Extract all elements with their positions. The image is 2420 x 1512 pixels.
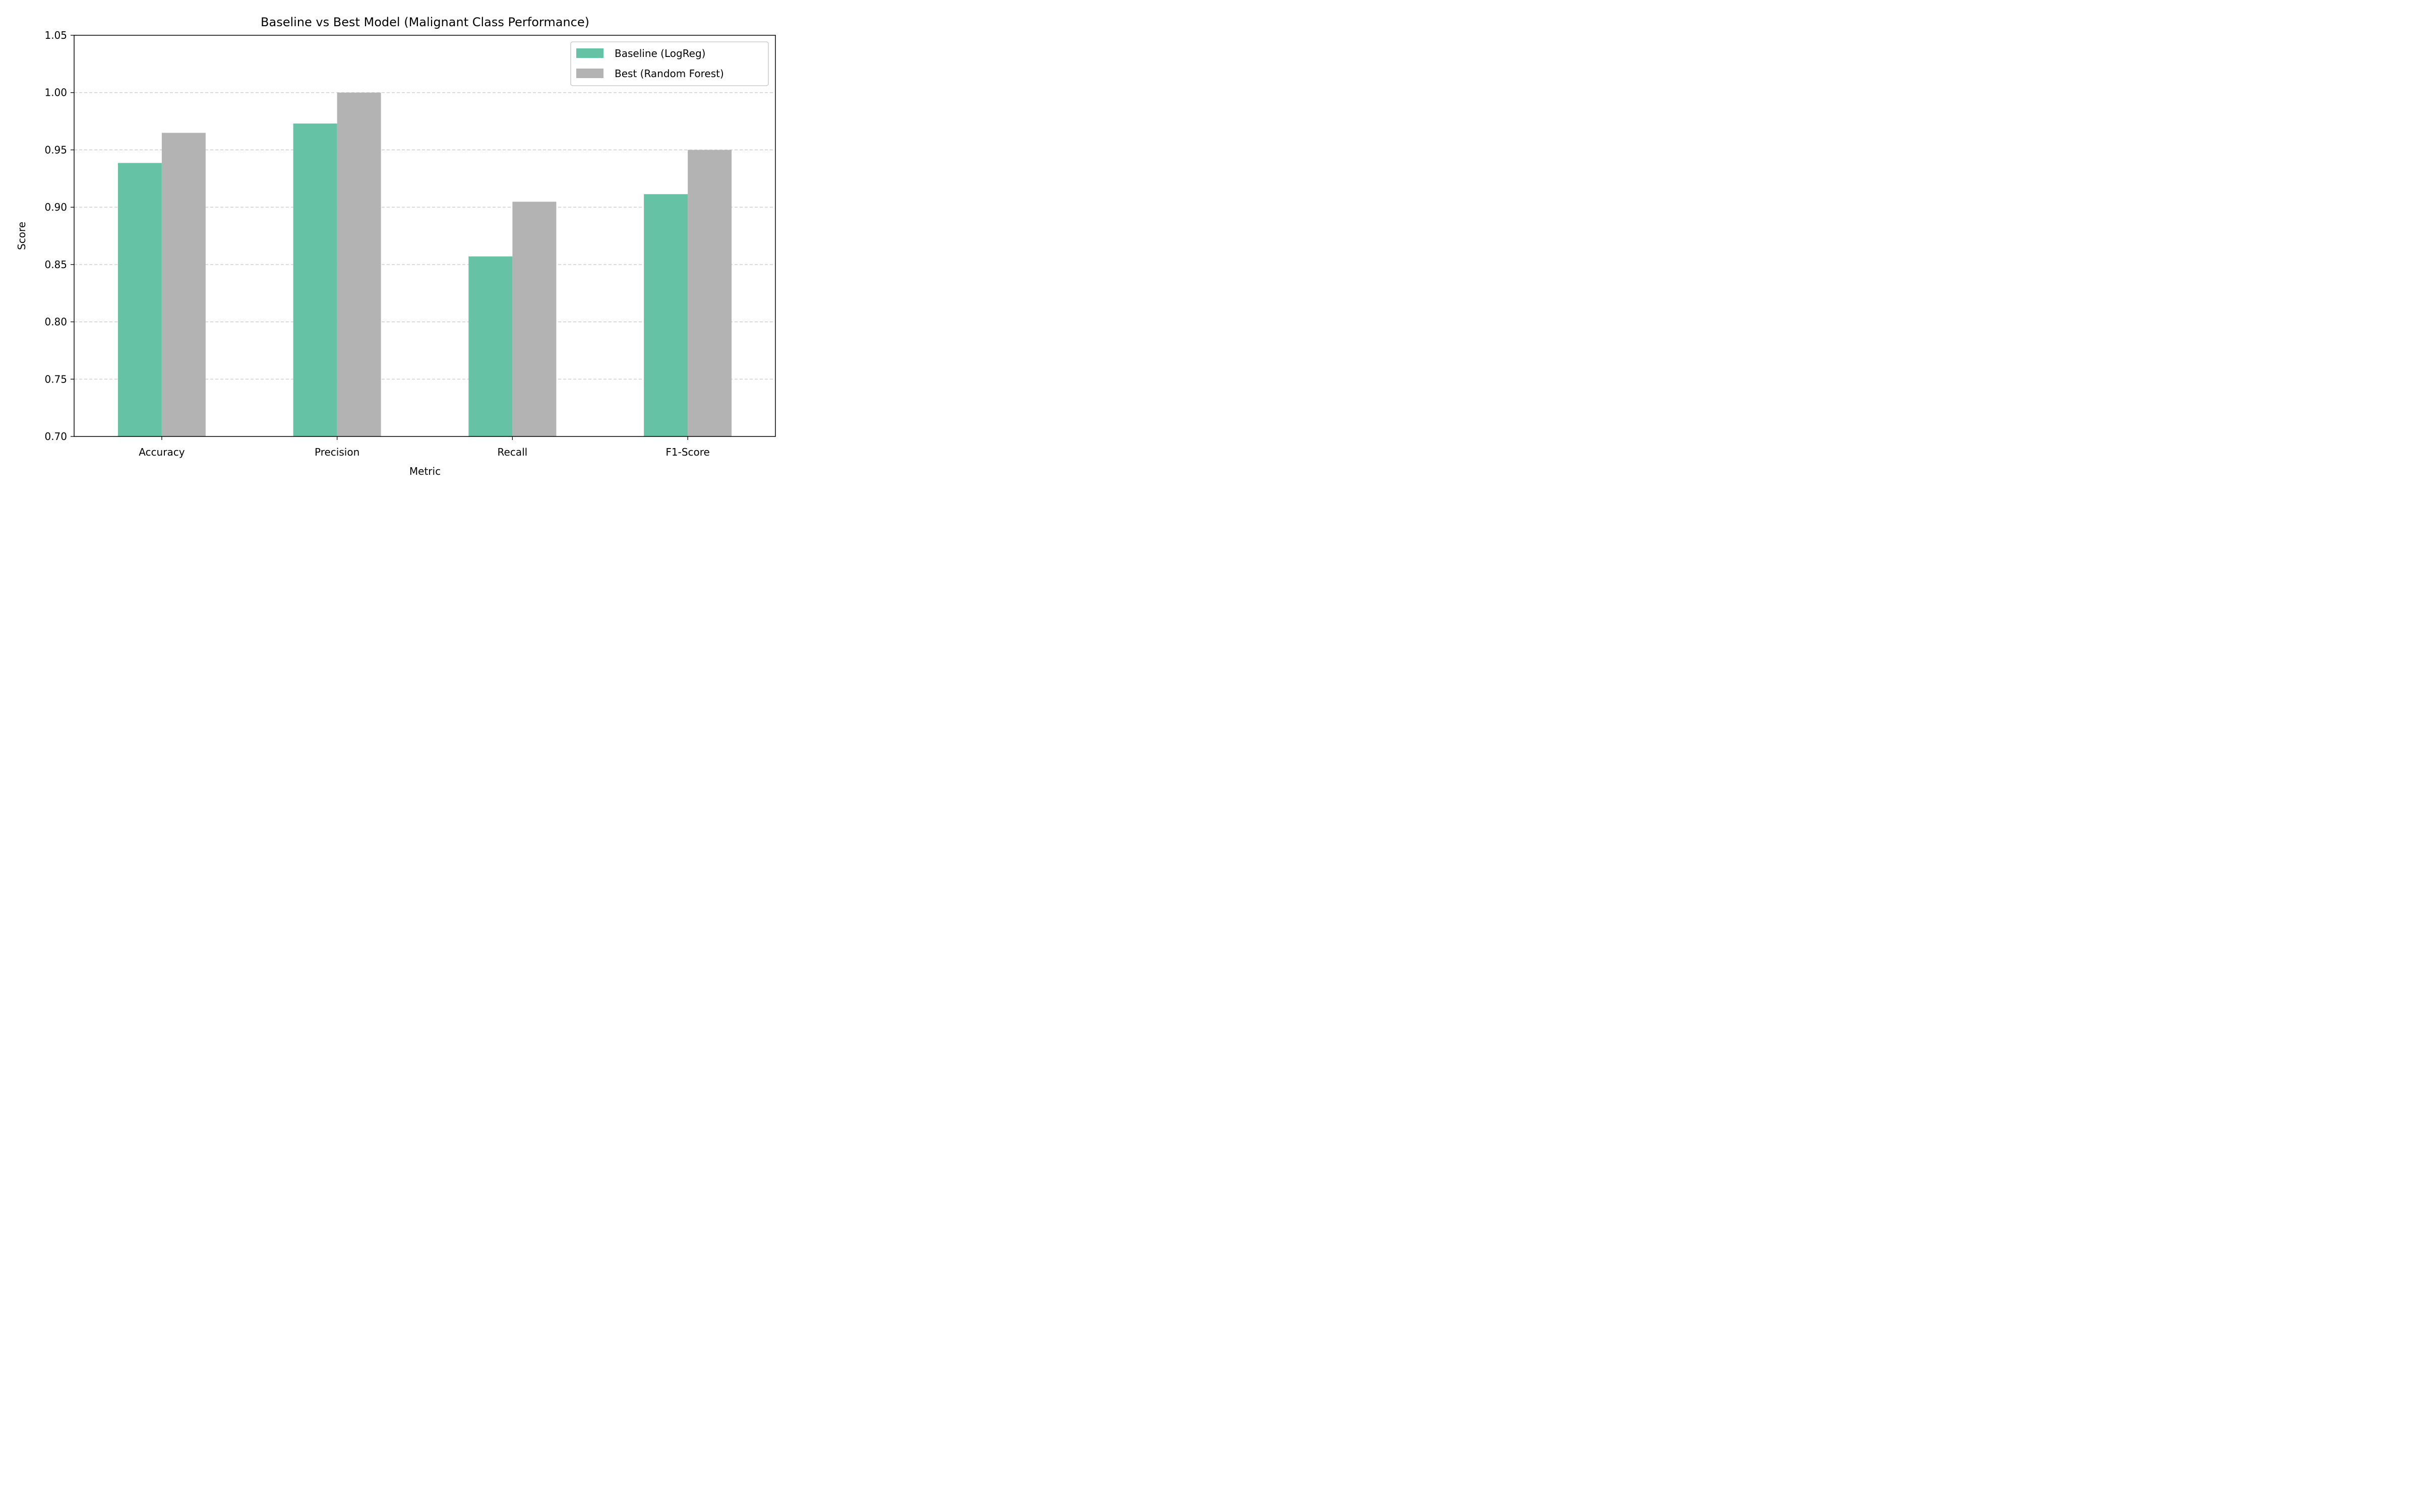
legend-swatch-baseline — [576, 48, 603, 58]
legend-label-baseline: Baseline (LogReg) — [615, 47, 705, 59]
y-tick-label: 1.05 — [44, 29, 67, 41]
bars — [117, 92, 732, 436]
x-axis-ticks: Accuracy Precision Recall F1-Score — [139, 436, 710, 458]
plot-frame — [74, 35, 776, 437]
y-axis-title: Score — [16, 222, 28, 250]
y-tick-label: 0.85 — [44, 259, 67, 271]
legend: Baseline (LogReg) Best (Random Forest) — [570, 41, 769, 86]
x-tick-label: Precision — [315, 446, 359, 458]
legend-swatch-best — [576, 69, 603, 78]
x-axis-title: Metric — [409, 465, 441, 477]
x-tick-label: F1-Score — [666, 446, 709, 458]
bar-baseline-f1-score — [644, 194, 688, 436]
y-tick-label: 0.90 — [44, 201, 67, 213]
bar-best-accuracy — [161, 133, 206, 436]
legend-frame — [570, 41, 769, 86]
bar-chart: 0.70 0.75 0.80 0.85 0.90 0.95 1.00 1.05 Accurac… — [16, 15, 776, 477]
bar-best-f1-score — [688, 150, 732, 436]
bar-baseline-accuracy — [117, 163, 162, 436]
y-axis-ticks: 0.70 0.75 0.80 0.85 0.90 0.95 1.00 1.05 — [44, 29, 74, 443]
y-tick-label: 0.80 — [44, 316, 67, 328]
bar-baseline-recall — [468, 256, 513, 436]
bar-best-precision — [337, 92, 381, 436]
y-tick-label: 0.70 — [44, 430, 67, 443]
y-tick-label: 0.95 — [44, 144, 67, 156]
bar-baseline-precision — [293, 123, 337, 436]
y-tick-label: 0.75 — [44, 373, 67, 385]
y-tick-label: 1.00 — [44, 87, 67, 99]
x-tick-label: Recall — [498, 446, 528, 458]
chart-title: Baseline vs Best Model (Malignant Class … — [261, 15, 589, 29]
x-tick-label: Accuracy — [139, 446, 185, 458]
bar-best-recall — [512, 202, 557, 436]
legend-label-best: Best (Random Forest) — [615, 68, 724, 80]
